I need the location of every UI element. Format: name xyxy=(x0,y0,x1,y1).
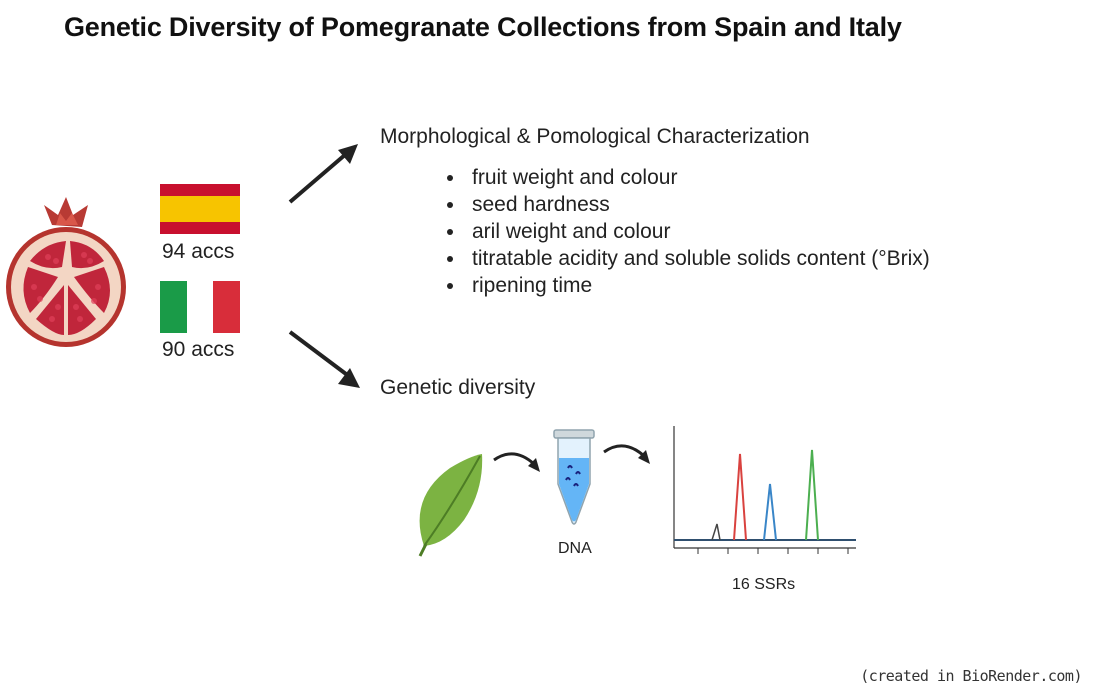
trait-list: fruit weight and colour seed hardness ar… xyxy=(444,164,930,299)
credit-text: (created in BioRender.com) xyxy=(860,667,1082,685)
spain-flag-bottom-stripe xyxy=(160,222,240,234)
arrow-down-right-icon xyxy=(288,330,360,388)
pomegranate-icon xyxy=(6,197,126,347)
morphology-heading: Morphological & Pomological Characteriza… xyxy=(380,125,810,148)
trait-item: fruit weight and colour xyxy=(444,164,930,191)
spain-flag-top-stripe xyxy=(160,184,240,196)
arrow-up-right-icon xyxy=(288,144,358,204)
dna-label: DNA xyxy=(558,540,592,557)
trait-item: titratable acidity and soluble solids co… xyxy=(444,245,930,272)
trait-item: ripening time xyxy=(444,272,930,299)
dna-tube-icon xyxy=(553,429,595,525)
italy-count-label: 90 accs xyxy=(162,338,235,361)
italy-flag xyxy=(160,281,240,333)
leaf-icon xyxy=(418,454,483,557)
spain-flag xyxy=(160,184,240,234)
genetics-heading: Genetic diversity xyxy=(380,376,536,399)
curved-arrow-icon xyxy=(493,452,540,472)
trait-item: aril weight and colour xyxy=(444,218,930,245)
ssr-chromatogram xyxy=(673,426,856,554)
trait-item: seed hardness xyxy=(444,191,930,218)
ssr-label: 16 SSRs xyxy=(732,576,796,593)
spain-flag-middle-stripe xyxy=(160,196,240,222)
spain-count-label: 94 accs xyxy=(162,240,235,263)
curved-arrow-icon xyxy=(603,444,650,464)
page-title: Genetic Diversity of Pomegranate Collect… xyxy=(64,12,902,42)
